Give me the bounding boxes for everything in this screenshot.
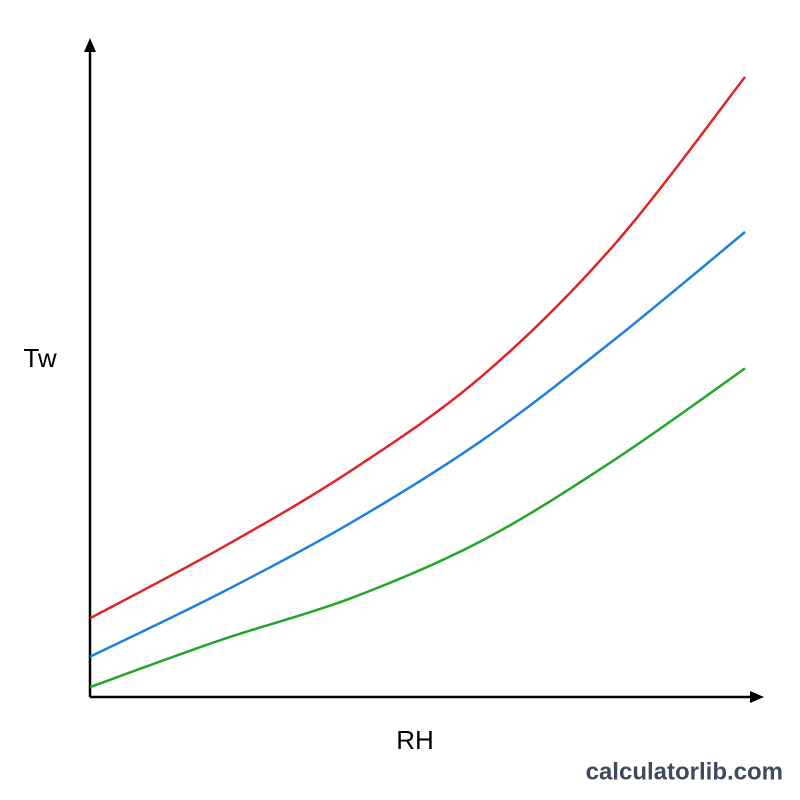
series-line — [89, 76, 746, 620]
y-axis-arrow — [84, 38, 96, 52]
series-line — [89, 367, 746, 689]
x-axis-arrow — [750, 691, 764, 703]
series-line — [89, 231, 746, 658]
watermark: calculatorlib.com — [586, 758, 783, 785]
y-axis-label: Tw — [23, 343, 56, 373]
x-axis-label: RH — [396, 725, 434, 755]
